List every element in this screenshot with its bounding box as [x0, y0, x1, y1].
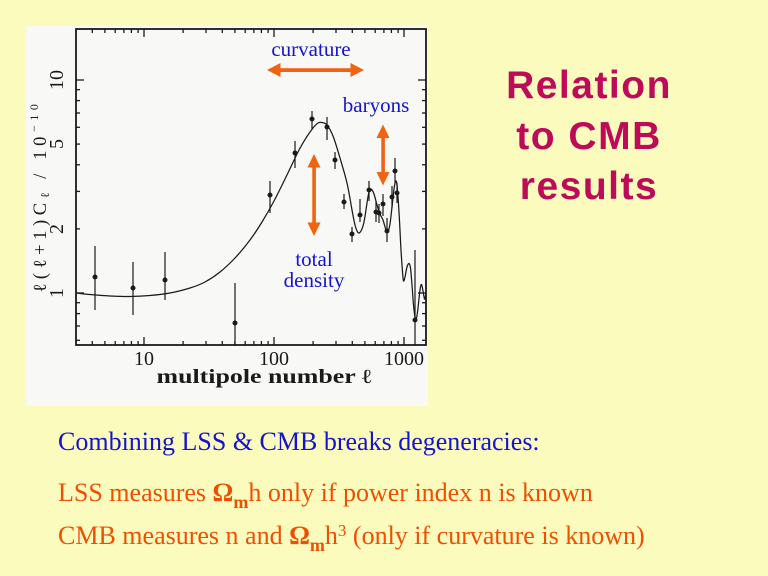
svg-text:density: density	[284, 268, 345, 292]
svg-text:10: 10	[134, 348, 154, 370]
svg-text:ℓ(ℓ+1)Cℓ / 10−10: ℓ(ℓ+1)Cℓ / 10−10	[27, 99, 52, 292]
svg-text:5: 5	[46, 139, 68, 149]
svg-text:100: 100	[259, 348, 289, 370]
svg-text:baryons: baryons	[343, 93, 410, 117]
svg-text:total: total	[295, 247, 332, 271]
svg-text:1000: 1000	[384, 348, 424, 370]
svg-text:multipole number ℓ: multipole number ℓ	[157, 366, 373, 388]
svg-text:curvature: curvature	[271, 37, 350, 61]
svg-text:1: 1	[46, 288, 68, 298]
svg-text:2: 2	[46, 224, 68, 234]
svg-text:10: 10	[46, 70, 68, 90]
